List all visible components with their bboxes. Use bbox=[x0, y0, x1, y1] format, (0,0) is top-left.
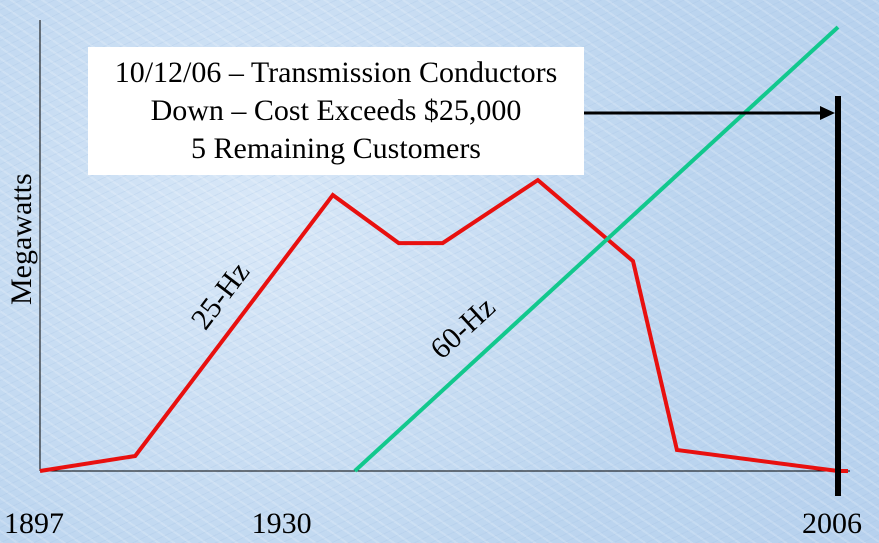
callout-line-cost: Down – Cost Exceeds $25,000 bbox=[150, 94, 522, 127]
series-line-25hz bbox=[39, 177, 839, 473]
x-tick-label-1897: 1897 bbox=[4, 507, 64, 540]
series-label-25hz: 25-Hz bbox=[185, 256, 257, 336]
callout-line-date: 10/12/06 – Transmission Conductors bbox=[114, 56, 558, 89]
series-label-60hz: 60-Hz bbox=[424, 291, 502, 366]
callout-line-customers: 5 Remaining Customers bbox=[191, 132, 481, 165]
y-axis-label: Megawatts bbox=[5, 173, 38, 305]
event-callout-box: 10/12/06 – Transmission Conductors Down … bbox=[88, 47, 584, 175]
series-line-60hz bbox=[353, 25, 840, 473]
x-tick-label-2006: 2006 bbox=[802, 507, 862, 540]
x-tick-label-1930: 1930 bbox=[252, 507, 312, 540]
callout-arrow-head bbox=[820, 106, 835, 120]
